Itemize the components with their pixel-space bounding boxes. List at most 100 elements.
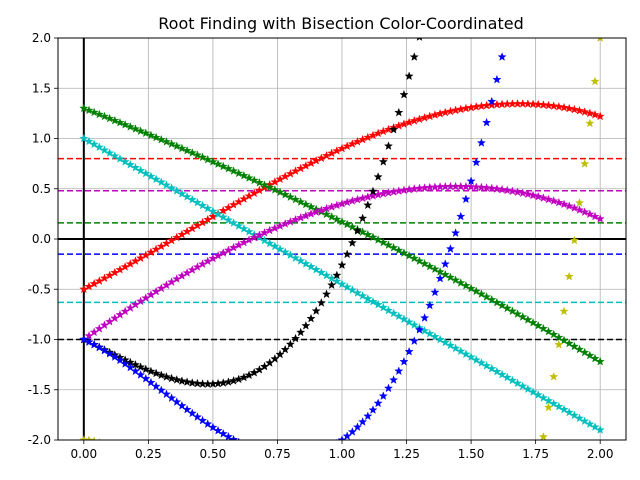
data-point [456, 278, 466, 287]
data-point [585, 350, 595, 360]
data-point [569, 341, 579, 351]
data-point [311, 306, 321, 315]
data-point [497, 369, 507, 379]
data-point [549, 371, 559, 381]
data-point [285, 217, 295, 226]
data-point [420, 313, 430, 322]
data-point [389, 242, 399, 252]
data-point [399, 89, 409, 99]
data-point [285, 339, 295, 349]
data-point [585, 118, 595, 128]
data-point [301, 320, 311, 330]
data-point [389, 124, 399, 134]
data-point [549, 398, 559, 408]
data-point [120, 157, 130, 166]
data-point [177, 189, 187, 198]
data-point [482, 117, 492, 127]
data-point [187, 378, 197, 387]
data-point [285, 250, 295, 259]
y-tick-label: 2.0 [32, 31, 51, 45]
data-point [435, 273, 445, 283]
data-point [492, 184, 502, 193]
data-point [507, 186, 517, 196]
y-tick-label: 1.5 [32, 81, 51, 95]
data-point [585, 419, 595, 428]
data-point [234, 374, 244, 384]
y-tick-label: -2.0 [28, 433, 51, 447]
data-point [492, 297, 502, 307]
series-group [79, 38, 423, 388]
data-point [409, 336, 419, 345]
data-point [352, 422, 363, 431]
data-point [213, 250, 223, 260]
data-point [528, 318, 538, 327]
data-point [574, 344, 585, 354]
data-point [337, 143, 347, 153]
data-point [213, 209, 223, 219]
data-point [363, 294, 373, 303]
data-point [130, 162, 140, 172]
data-point [507, 306, 517, 316]
data-point [497, 300, 507, 310]
data-point [120, 119, 130, 129]
data-point [368, 232, 378, 242]
series-group [79, 38, 603, 440]
data-point [528, 387, 538, 396]
data-point [167, 373, 177, 383]
data-point [383, 240, 394, 249]
data-point [590, 110, 600, 119]
data-point [270, 177, 280, 186]
data-point [296, 212, 306, 222]
data-point [192, 197, 202, 207]
data-point [89, 139, 99, 149]
data-point [280, 219, 290, 228]
data-point [523, 384, 533, 394]
data-point [187, 148, 197, 157]
data-point [270, 241, 280, 251]
data-point [580, 347, 590, 357]
data-point [416, 38, 423, 41]
data-point [554, 197, 564, 207]
data-point [254, 177, 264, 187]
data-point [435, 334, 445, 344]
data-point [502, 185, 512, 195]
data-point [290, 214, 301, 224]
y-tick-label: -0.5 [28, 282, 51, 296]
data-point [378, 302, 388, 312]
data-point [130, 366, 140, 376]
data-point [476, 182, 486, 192]
data-point [394, 245, 404, 255]
data-point [161, 372, 171, 381]
data-point [580, 207, 590, 216]
data-point [559, 404, 569, 414]
data-point [337, 260, 347, 269]
data-point [487, 96, 497, 106]
data-point [373, 172, 383, 181]
data-point [564, 103, 574, 113]
x-tick-label: 2.00 [587, 447, 614, 461]
data-point [554, 102, 564, 111]
data-point [244, 235, 254, 244]
data-point [275, 221, 285, 230]
data-point [192, 378, 202, 388]
data-point [564, 201, 574, 211]
data-point [141, 128, 151, 138]
data-point [574, 198, 585, 207]
data-point [358, 134, 368, 144]
data-point [229, 218, 239, 227]
data-point [208, 206, 218, 216]
data-point [595, 425, 605, 434]
x-tick-label: 1.25 [393, 447, 420, 461]
data-point [373, 235, 383, 244]
data-point [223, 163, 233, 173]
data-point [223, 432, 233, 440]
data-point [456, 211, 466, 221]
data-point [156, 385, 166, 395]
data-point [99, 345, 110, 355]
data-point [321, 150, 332, 160]
x-tick-label: 0.50 [200, 447, 227, 461]
data-point [280, 344, 290, 354]
data-point [332, 276, 342, 286]
data-point [425, 329, 435, 338]
